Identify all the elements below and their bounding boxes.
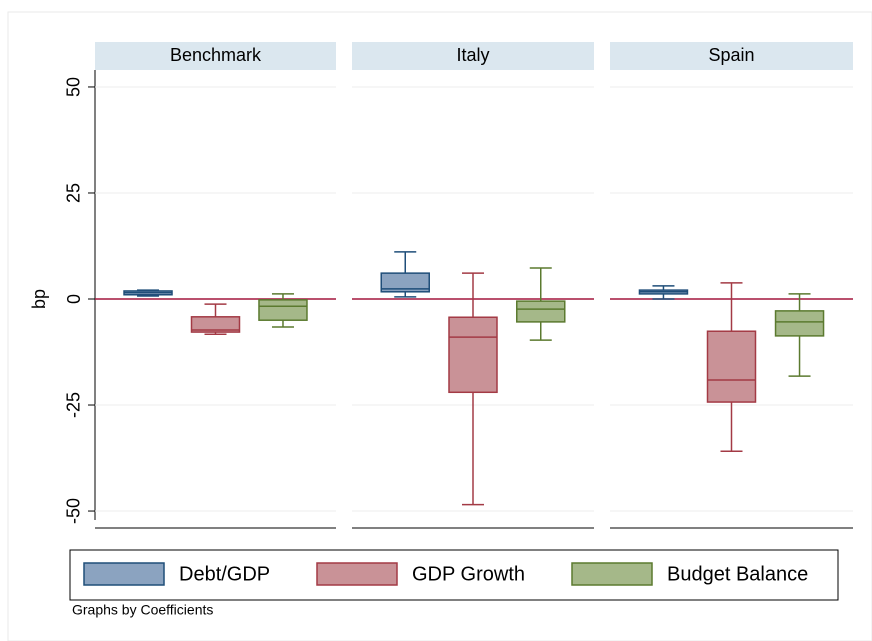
- box: [706, 330, 757, 403]
- legend-swatch: [571, 562, 653, 586]
- panel-title: Spain: [708, 45, 754, 65]
- legend-box: [69, 549, 839, 601]
- legend-label: Budget Balance: [667, 563, 808, 585]
- panel-title: Benchmark: [170, 45, 262, 65]
- strip: [352, 42, 594, 70]
- strip: [610, 42, 853, 70]
- legend-swatch: [83, 562, 165, 586]
- legend-swatch: [316, 562, 398, 586]
- box: [516, 300, 566, 323]
- y-tick-label: -50: [64, 498, 84, 524]
- note: Graphs by Coefficients: [72, 602, 213, 618]
- y-axis-label: bp: [29, 289, 49, 309]
- y-tick-label: 25: [64, 183, 84, 203]
- y-tick-label: 0: [64, 294, 84, 304]
- box: [448, 316, 498, 394]
- panel-title: Italy: [456, 45, 489, 65]
- box: [774, 310, 825, 337]
- background: [7, 11, 872, 641]
- y-tick-label: -25: [64, 392, 84, 418]
- y-tick-label: 50: [64, 77, 84, 97]
- strip: [95, 42, 336, 70]
- legend-label: GDP Growth: [412, 563, 525, 585]
- legend-label: Debt/GDP: [179, 563, 270, 585]
- box: [190, 316, 241, 333]
- box: [258, 299, 308, 321]
- box: [380, 272, 430, 293]
